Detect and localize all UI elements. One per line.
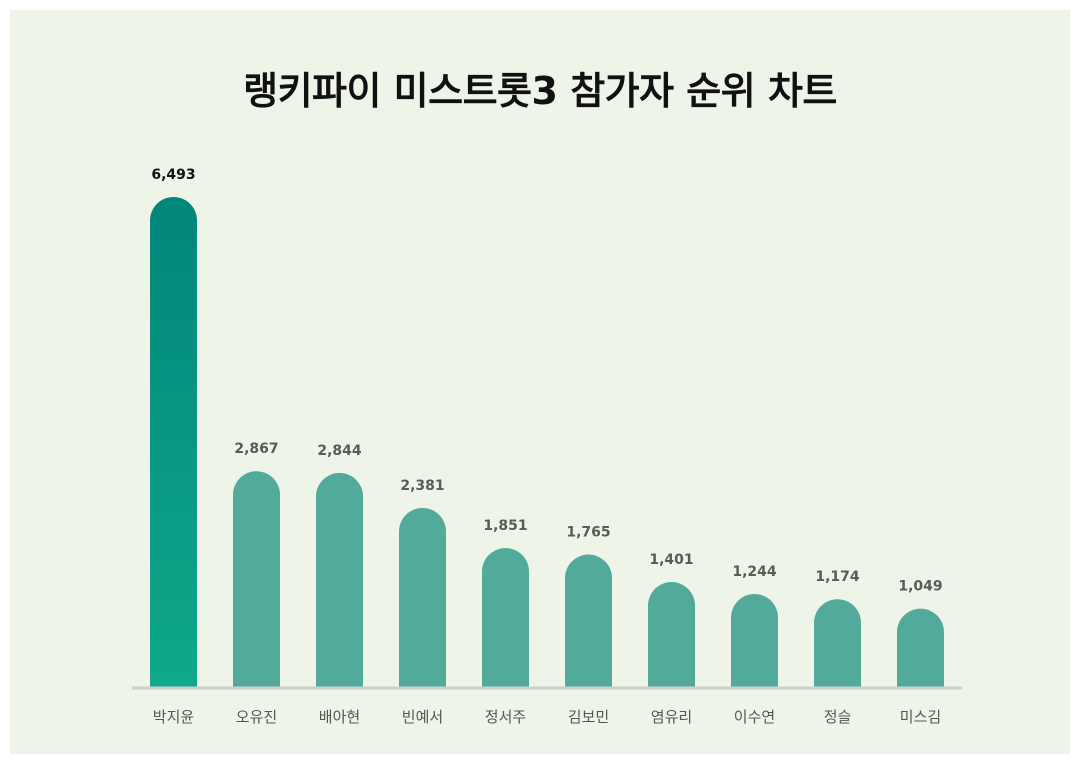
- value-label: 1,401: [649, 552, 693, 568]
- category-label: 이수연: [734, 708, 775, 726]
- bar-정서주: [482, 548, 529, 688]
- bar-김보민: [565, 554, 612, 688]
- category-label: 정슬: [824, 708, 852, 726]
- value-label: 2,867: [234, 441, 278, 457]
- value-label: 1,049: [898, 579, 942, 595]
- category-label: 정서주: [485, 708, 526, 726]
- category-label: 박지윤: [153, 708, 195, 726]
- labels-group: 6,493 박지윤 2,867 오유진 2,844 배아현 2,381 빈예서 1,851 정서주…: [151, 167, 942, 726]
- value-label: 6,493: [151, 167, 195, 183]
- value-label: 1,174: [815, 569, 860, 585]
- bar-오유진: [233, 471, 280, 688]
- bar-박지윤: [150, 197, 197, 688]
- category-label: 염유리: [651, 708, 692, 726]
- category-label: 배아현: [319, 708, 360, 726]
- category-label: 빈예서: [402, 708, 443, 726]
- value-label: 1,851: [483, 518, 527, 534]
- bar-빈예서: [399, 507, 446, 688]
- bars-group: [150, 197, 944, 688]
- category-label: 미스김: [900, 708, 941, 726]
- value-label: 2,381: [400, 478, 444, 494]
- bar-배아현: [316, 472, 363, 688]
- bar-정슬: [814, 599, 861, 688]
- bar-이수연: [731, 593, 778, 688]
- value-label: 2,844: [317, 443, 362, 459]
- category-label: 김보민: [568, 708, 609, 726]
- category-label: 오유진: [236, 708, 277, 726]
- value-label: 1,244: [732, 564, 777, 580]
- bar-미스김: [897, 608, 944, 688]
- bar-염유리: [648, 582, 695, 688]
- value-label: 1,765: [566, 525, 610, 541]
- chart-title: 랭키파이 미스트롯3 참가자 순위 차트: [243, 69, 837, 113]
